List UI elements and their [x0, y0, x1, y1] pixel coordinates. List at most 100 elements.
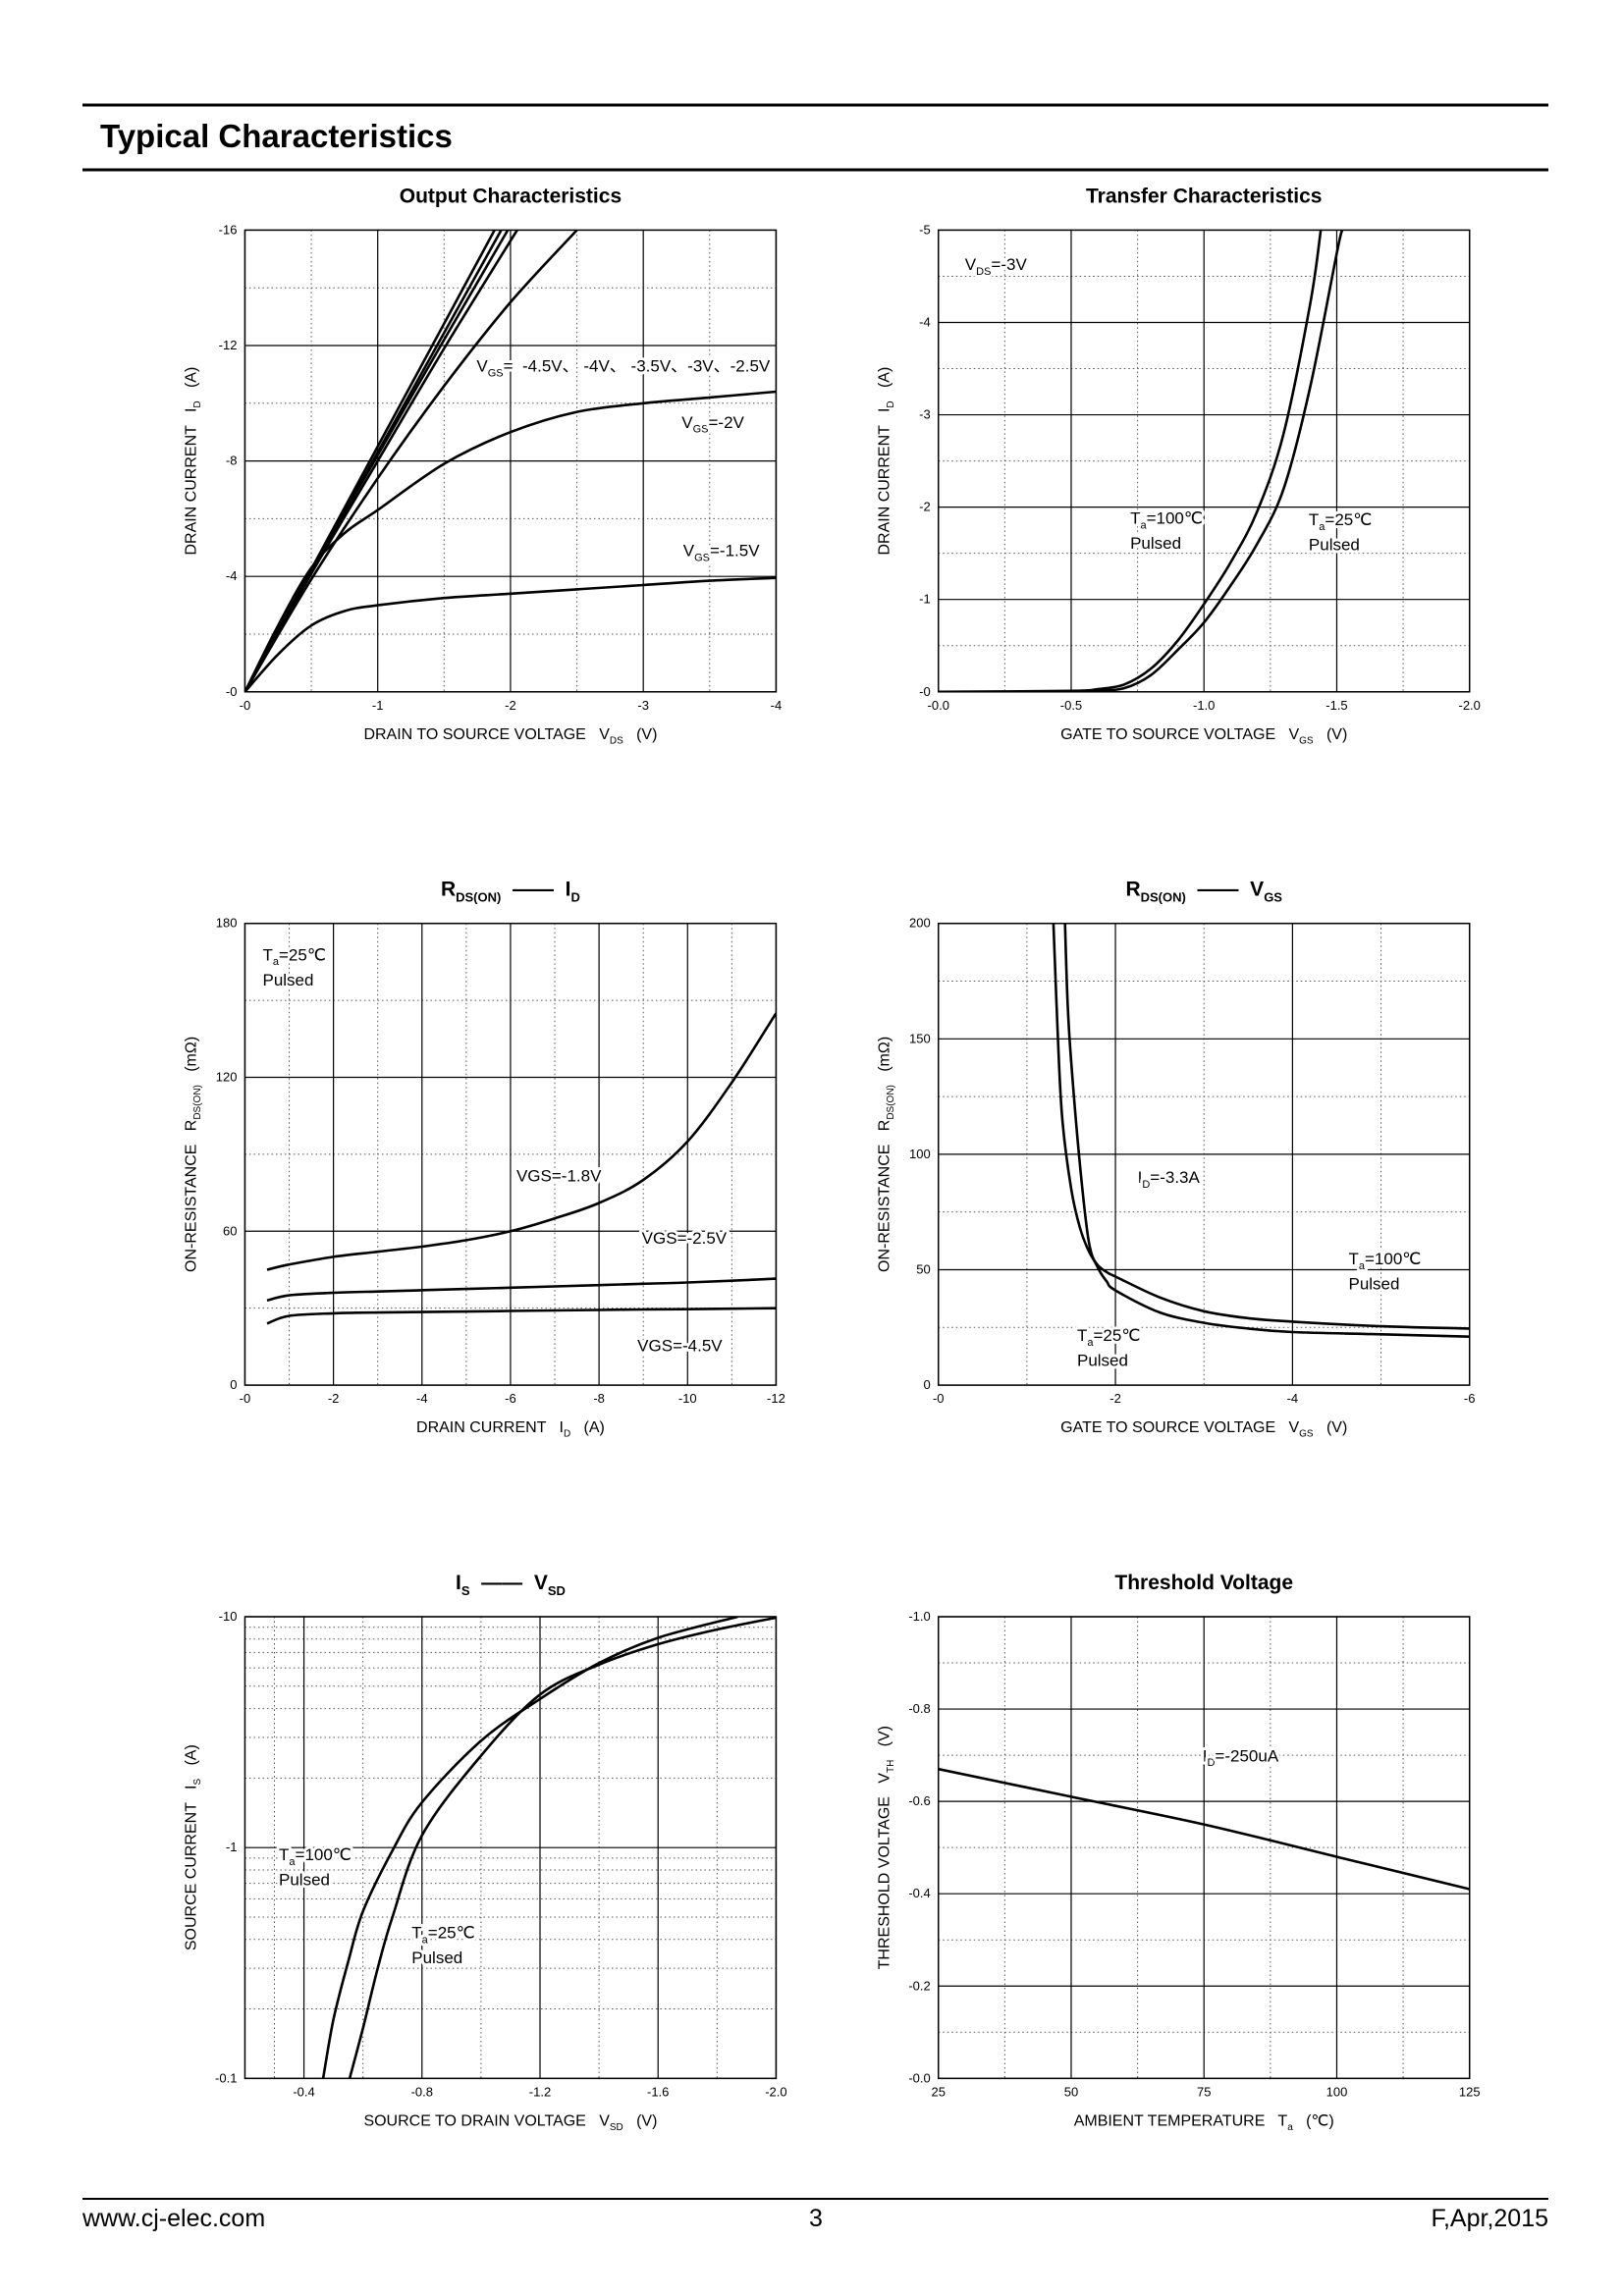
plot-frame	[937, 922, 1471, 1386]
annotation: Ta=25℃	[1077, 1326, 1140, 1349]
chart-title-text: —— V	[469, 1572, 547, 1594]
annotation-text: VGS=-4.5V	[637, 1336, 723, 1355]
y-axis-label-text: DRAIN CURRENT I	[183, 408, 199, 556]
y-tick-label: -0	[919, 684, 931, 699]
annotation: Ta=25℃	[411, 1924, 474, 1947]
x-axis-label-text: GATE TO SOURCE VOLTAGE V	[1060, 1419, 1299, 1436]
y-tick-label: -0.2	[908, 1978, 930, 1993]
annotation: VGS=-4.5V	[637, 1336, 723, 1355]
y-tick-label: -0.4	[908, 1886, 930, 1900]
y-axis-label-text: (mΩ)	[877, 1037, 893, 1085]
x-axis-label-subscript: DS	[610, 735, 623, 746]
chart-title: Threshold Voltage	[1114, 1572, 1293, 1594]
x-tick-label: -0	[933, 1391, 945, 1406]
chart: -0.0 -0.5 -1.0 -1.5 -2.0 -0 -1 -2 -3 -4 -5 Transfer…	[877, 185, 1481, 746]
y-axis-label: DRAIN CURRENT ID (A)	[877, 367, 897, 556]
x-axis-label: GATE TO SOURCE VOLTAGE VGS (V)	[1060, 1419, 1347, 1440]
chart-title: IS —— VSD	[456, 1572, 566, 1598]
annotation: Ta=100℃	[279, 1845, 352, 1868]
annotation: Ta=25℃	[1309, 510, 1372, 533]
annotation: Pulsed	[262, 971, 313, 989]
annotation: VGS=-2V	[681, 413, 744, 436]
y-axis-label-subscript: D	[192, 400, 203, 407]
annotation-text: Pulsed	[262, 971, 313, 989]
y-axis-label: SOURCE CURRENT IS (A)	[183, 1744, 203, 1950]
annotation-text: =100℃	[1365, 1250, 1421, 1268]
x-tick-label: -1.2	[529, 2084, 551, 2099]
annotation-text: =-3V	[991, 255, 1027, 274]
annotation-subscript: GS	[693, 424, 709, 436]
x-axis-label-text: (V)	[1314, 1419, 1348, 1436]
annotation-text: =25℃	[1325, 510, 1372, 529]
x-tick-label: -2	[328, 1391, 340, 1406]
y-tick-label: -2	[919, 500, 931, 514]
x-axis-label-text: DRAIN CURRENT I	[416, 1419, 564, 1436]
x-tick-label: -4	[771, 698, 783, 713]
annotation-text: =25℃	[279, 945, 326, 964]
y-axis-label-subscript: DS(ON)	[192, 1085, 203, 1120]
x-tick-label: -8	[593, 1391, 605, 1406]
y-tick-label: -5	[919, 222, 931, 237]
annotation: Pulsed	[1309, 536, 1360, 555]
annotation-text: I	[1203, 1746, 1208, 1765]
curve	[244, 390, 777, 692]
annotation-text: I	[1138, 1168, 1143, 1187]
chart-title: Transfer Characteristics	[1086, 185, 1322, 207]
annotation: Ta=25℃	[262, 945, 325, 968]
y-tick-label: -0.1	[215, 2070, 237, 2085]
annotation-text: =-2V	[709, 413, 745, 432]
x-axis-label-text: (V)	[623, 2112, 658, 2129]
x-axis-label-text: GATE TO SOURCE VOLTAGE V	[1060, 726, 1299, 743]
x-axis-label-text: DRAIN TO SOURCE VOLTAGE V	[363, 726, 610, 743]
y-tick-label: 100	[909, 1147, 931, 1161]
footer-revision: F,Apr,2015	[1431, 2205, 1548, 2232]
x-tick-label: -12	[767, 1391, 785, 1406]
chart-title-text: —— I	[501, 879, 570, 901]
annotation: Pulsed	[1077, 1352, 1128, 1370]
annotation-text: Pulsed	[1130, 534, 1181, 553]
y-axis-label-text: (mΩ)	[183, 1037, 199, 1085]
annotation-text: T	[262, 945, 272, 964]
x-tick-label: -1	[372, 698, 384, 713]
x-tick-label: -4	[1287, 1391, 1299, 1406]
x-axis-label-subscript: a	[1287, 2122, 1293, 2133]
x-tick-label: -0.5	[1060, 698, 1082, 713]
x-axis-label-text: (V)	[1314, 726, 1348, 743]
y-tick-label: 50	[916, 1261, 930, 1276]
annotation-subscript: GS	[488, 368, 504, 380]
header-title: Typical Characteristics	[100, 118, 453, 154]
annotation-text: Pulsed	[1348, 1274, 1399, 1293]
x-tick-label: -2	[1109, 1391, 1121, 1406]
x-axis-label-text: SOURCE TO DRAIN VOLTAGE V	[363, 2112, 610, 2129]
x-axis-label-text: (℃)	[1293, 2112, 1334, 2129]
annotation-text: V	[683, 542, 695, 561]
curve	[938, 230, 1344, 692]
chart-title-subscript: DS(ON)	[1141, 890, 1186, 905]
annotation-text: =-250uA	[1215, 1746, 1278, 1765]
annotation: ID=-250uA	[1203, 1746, 1279, 1769]
y-axis-label-text: (A)	[877, 367, 893, 401]
plot-frame	[243, 922, 778, 1386]
annotation-text: T	[1077, 1326, 1087, 1345]
y-tick-label: 180	[216, 916, 238, 931]
y-axis-label: DRAIN CURRENT ID (A)	[183, 367, 203, 556]
annotation-text: T	[1130, 508, 1140, 527]
x-tick-label: -10	[678, 1391, 697, 1406]
x-tick-label: 75	[1197, 2084, 1211, 2099]
chart: -0 -1 -2 -3 -4 -0 -4 -8 -12 -16 Output Characteris…	[183, 185, 782, 746]
y-axis-label-text: DRAIN CURRENT I	[877, 408, 893, 556]
curve	[266, 1012, 777, 1271]
annotation-text: T	[279, 1845, 289, 1864]
annotation-text: =100℃	[296, 1845, 352, 1864]
curve	[244, 576, 777, 692]
annotation-text: T	[411, 1924, 421, 1943]
annotation-text: Pulsed	[411, 1949, 462, 1967]
x-axis-label: AMBIENT TEMPERATURE Ta (℃)	[1074, 2112, 1334, 2133]
footer-page-number: 3	[809, 2205, 823, 2232]
y-tick-label: -10	[219, 1609, 238, 1624]
y-tick-label: -1.0	[908, 1609, 930, 1624]
x-axis-label-subscript: GS	[1299, 735, 1314, 746]
